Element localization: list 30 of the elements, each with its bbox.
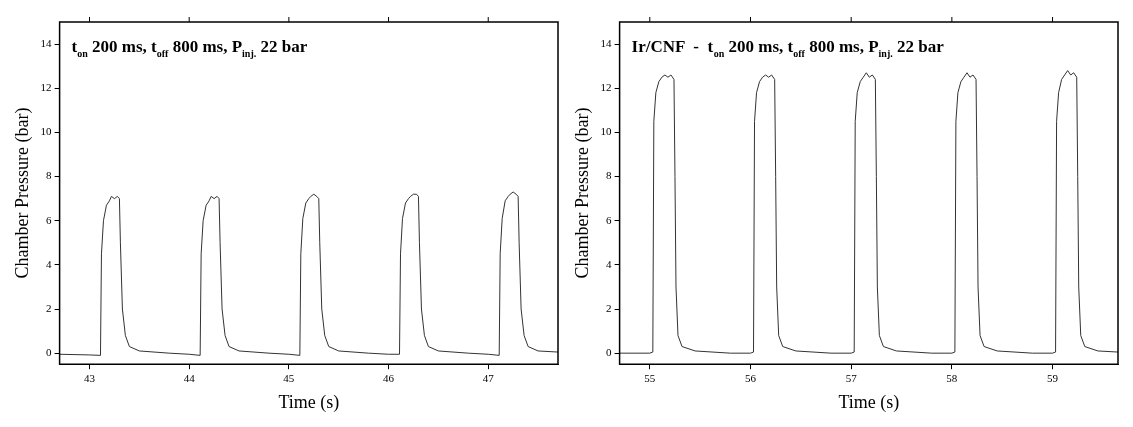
y-tick-label: 8 — [46, 169, 53, 182]
x-tick-label: 56 — [744, 371, 757, 384]
y-tick-label: 6 — [606, 213, 613, 226]
x-tick-label: 47 — [482, 371, 495, 384]
y-tick-label: 0 — [46, 346, 53, 359]
y-tick-label: 2 — [46, 301, 52, 314]
y-tick-label: 8 — [606, 169, 613, 182]
y-tick-label: 10 — [40, 125, 53, 138]
y-tick-label: 10 — [600, 125, 613, 138]
x-tick-label: 44 — [183, 371, 196, 384]
x-tick-label: 59 — [1047, 371, 1059, 384]
y-tick-label: 14 — [40, 36, 53, 49]
y-tick-label: 4 — [46, 257, 53, 270]
y-tick-label: 4 — [606, 257, 613, 270]
y-tick-label: 0 — [606, 346, 613, 359]
x-axis-title: Time (s) — [838, 391, 900, 413]
y-tick-label: 12 — [600, 81, 612, 94]
x-tick-label: 43 — [84, 371, 96, 384]
x-axis-title: Time (s) — [278, 391, 340, 413]
x-tick-label: 57 — [845, 371, 858, 384]
x-tick-label: 45 — [283, 371, 295, 384]
y-tick-label: 12 — [40, 81, 52, 94]
y-tick-label: 14 — [600, 36, 613, 49]
y-axis-title: Chamber Pressure (bar) — [571, 107, 593, 279]
y-tick-label: 6 — [46, 213, 53, 226]
x-tick-label: 55 — [644, 371, 656, 384]
y-tick-label: 2 — [606, 301, 612, 314]
x-tick-label: 58 — [946, 371, 958, 384]
y-axis-title: Chamber Pressure (bar) — [11, 107, 33, 279]
x-tick-label: 46 — [383, 371, 395, 384]
